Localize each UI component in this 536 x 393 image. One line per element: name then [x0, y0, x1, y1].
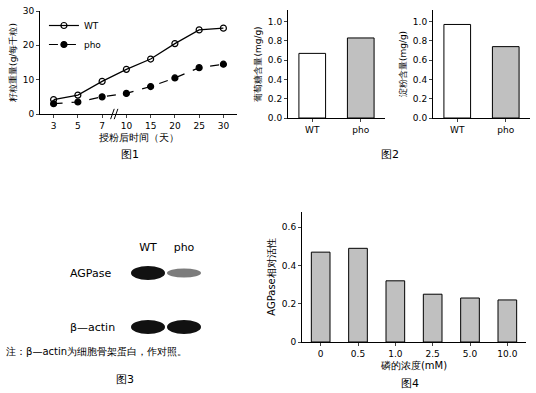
svg-text:0: 0: [28, 109, 34, 119]
html-text:图2: 图2: [381, 148, 399, 161]
svg-text:0: 0: [290, 337, 296, 347]
svg-text:pho: pho: [497, 125, 514, 135]
svg-text:30: 30: [23, 6, 35, 16]
svg-text:10: 10: [23, 75, 35, 85]
html-text:图4: 图4: [401, 377, 419, 390]
svg-text:0.5: 0.5: [351, 349, 365, 359]
svg-text:15: 15: [145, 121, 156, 131]
svg-text:1.0: 1.0: [268, 17, 283, 27]
svg-text:10: 10: [121, 121, 133, 131]
svg-text:注：β—actin为细胞骨架蛋白，作对照。: 注：β—actin为细胞骨架蛋白，作对照。: [6, 346, 187, 357]
svg-text:籽粒重量(g/每千粒): 籽粒重量(g/每千粒): [8, 23, 18, 102]
svg-text:图3: 图3: [116, 373, 134, 386]
svg-text:1.0: 1.0: [413, 17, 428, 27]
svg-text:淀粉含量(mg/g): 淀粉含量(mg/g): [398, 31, 408, 97]
svg-text:1.0: 1.0: [388, 349, 403, 359]
svg-text:0.2: 0.2: [282, 299, 296, 309]
svg-text:0.4: 0.4: [268, 75, 283, 85]
svg-text:WT: WT: [84, 21, 99, 31]
svg-text:0.6: 0.6: [268, 55, 283, 65]
svg-text:0: 0: [318, 349, 324, 359]
svg-text:磷的浓度(mM): 磷的浓度(mM): [380, 360, 447, 371]
svg-text:3: 3: [51, 121, 57, 131]
svg-text:0.6: 0.6: [282, 222, 297, 232]
svg-text:0.2: 0.2: [268, 94, 282, 104]
svg-text:2.5: 2.5: [426, 349, 440, 359]
svg-text:0.2: 0.2: [413, 94, 427, 104]
svg-text:5: 5: [75, 121, 81, 131]
svg-text:7: 7: [99, 121, 105, 131]
svg-text:5.0: 5.0: [463, 349, 478, 359]
svg-text:0.4: 0.4: [282, 261, 297, 271]
svg-text:0.0: 0.0: [268, 113, 283, 123]
svg-text:WT: WT: [305, 125, 320, 135]
svg-text:10.0: 10.0: [497, 349, 517, 359]
svg-text:0.0: 0.0: [413, 113, 428, 123]
svg-text:30: 30: [218, 121, 230, 131]
svg-text:pho: pho: [174, 241, 195, 254]
svg-text:AGPase: AGPase: [70, 267, 111, 280]
svg-text:AGPase相对活性: AGPase相对活性: [266, 238, 277, 316]
svg-text:WT: WT: [139, 241, 157, 254]
svg-text:WT: WT: [450, 125, 465, 135]
svg-text:20: 20: [23, 40, 35, 50]
svg-text:授粉后时间（天）: 授粉后时间（天）: [99, 132, 179, 143]
svg-text:葡萄糖含量(mg/g): 葡萄糖含量(mg/g): [253, 26, 263, 101]
svg-text:20: 20: [169, 121, 181, 131]
svg-text:pho: pho: [352, 125, 369, 135]
svg-text:25: 25: [193, 121, 204, 131]
svg-text:pho: pho: [84, 40, 101, 50]
svg-text:0.8: 0.8: [268, 36, 283, 46]
svg-text:β—actin: β—actin: [70, 321, 115, 334]
html-text:图1: 图1: [121, 148, 139, 161]
svg-text:0.6: 0.6: [413, 55, 428, 65]
svg-text:0.8: 0.8: [413, 36, 428, 46]
svg-text:0.4: 0.4: [413, 75, 428, 85]
